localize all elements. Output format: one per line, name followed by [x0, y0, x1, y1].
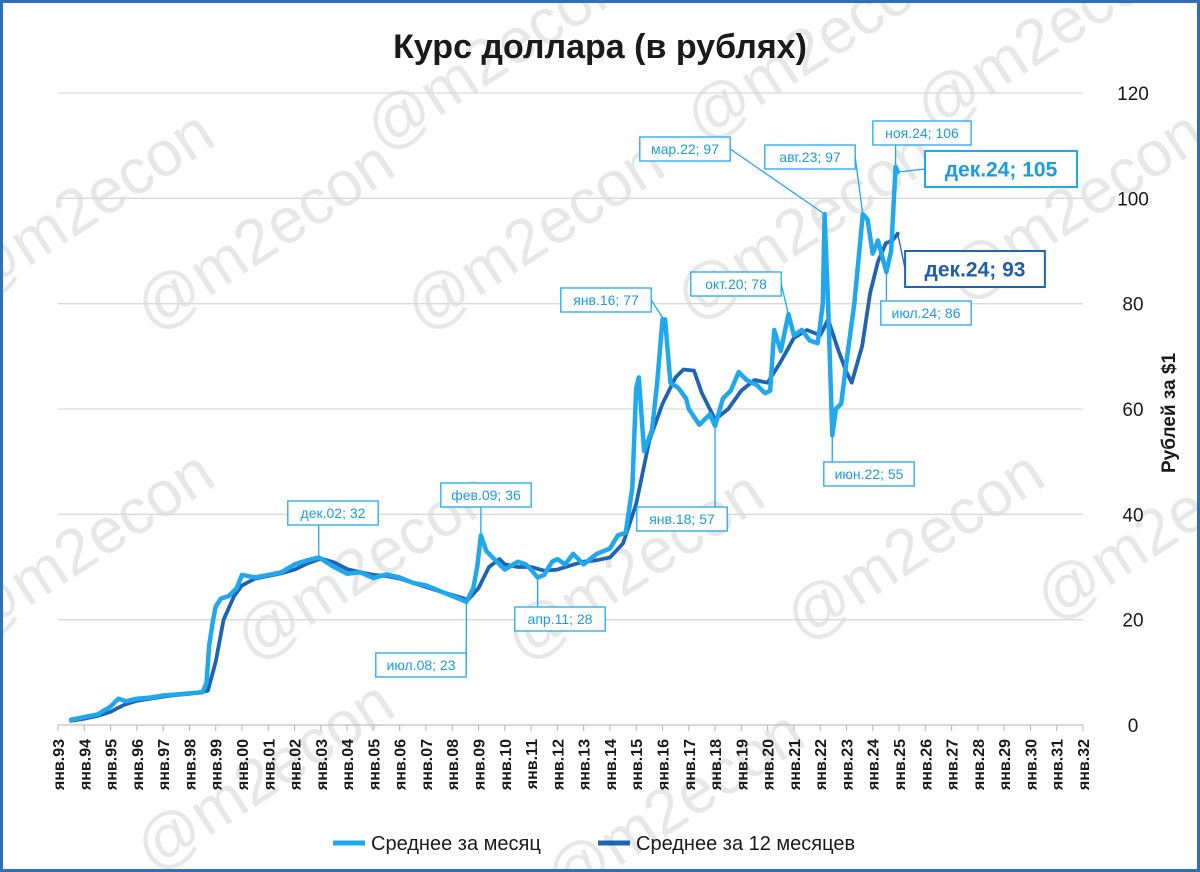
annotation-box — [440, 482, 532, 508]
x-tick-label: янв.20 — [761, 739, 778, 791]
legend-label-average12: Среднее за 12 месяцев — [636, 833, 855, 855]
annotation-label: окт.20; 78 — [705, 276, 767, 292]
annotation-box — [880, 300, 972, 326]
x-tick-label: янв.17 — [682, 739, 699, 791]
x-tick-label: янв.24 — [866, 739, 883, 791]
x-tick-label: янв.01 — [261, 739, 278, 791]
annotation-leader — [897, 233, 906, 270]
x-tick-label: янв.99 — [209, 739, 226, 791]
annotation-box — [560, 287, 652, 313]
annotation-box — [375, 652, 467, 678]
annotation-box — [764, 144, 856, 170]
x-tick-label: янв.27 — [945, 739, 962, 791]
x-tick-label: янв.19 — [734, 739, 751, 791]
x-tick-label: янв.05 — [366, 739, 383, 791]
annotation-label: апр.11; 28 — [528, 611, 593, 627]
x-tick-label: янв.11 — [524, 739, 541, 790]
x-tick-label: янв.09 — [472, 739, 489, 791]
x-tick-label: янв.12 — [550, 739, 567, 791]
annotation-leader — [854, 156, 864, 215]
x-tick-label: янв.02 — [288, 739, 305, 791]
y-axis-label: Рублей за $1 — [1159, 353, 1180, 473]
y-tick-label: 60 — [1122, 400, 1143, 421]
annotation-box — [639, 136, 731, 162]
annotation-label: авг.23; 97 — [779, 149, 841, 165]
annotation-leader — [780, 283, 790, 315]
annotation-box — [823, 461, 915, 487]
series-line-monthly — [68, 164, 900, 722]
annotation-leader — [897, 168, 926, 173]
annotation-label: дек.24; 93 — [925, 259, 1026, 282]
annotation-box — [690, 271, 782, 297]
annotation-label: фев.09; 36 — [451, 487, 521, 503]
x-tick-label: янв.08 — [445, 739, 462, 791]
x-tick-label: янв.95 — [104, 739, 121, 791]
x-tick-label: янв.94 — [77, 739, 94, 791]
x-tick-label: янв.29 — [997, 739, 1014, 791]
x-tick-label: янв.25 — [892, 739, 909, 791]
x-tick-label: янв.14 — [603, 739, 620, 791]
annotation-box — [287, 500, 379, 526]
annotation-label: июл.24; 86 — [892, 305, 961, 321]
x-tick-label: янв.16 — [655, 739, 672, 791]
legend: Среднее за месяц Среднее за 12 месяцев — [333, 833, 855, 855]
x-tick-label: янв.00 — [235, 739, 252, 791]
x-tick-label: янв.21 — [787, 739, 804, 791]
x-tick-label: янв.04 — [340, 739, 357, 791]
y-tick-label: 120 — [1117, 84, 1149, 105]
x-tick-label: янв.32 — [1076, 739, 1093, 791]
watermark-text: @m2econ — [3, 435, 226, 655]
annotation-label: июл.08; 23 — [387, 657, 456, 673]
chart-title: Курс доллара (в рублях) — [393, 28, 807, 66]
annotation-label: ноя.24; 106 — [885, 125, 959, 141]
annotation-box — [636, 506, 728, 532]
exchange-rate-chart: @m2econ@m2econ@m2econ@m2econ@m2econ@m2ec… — [3, 3, 1197, 869]
x-tick-label: янв.15 — [629, 739, 646, 791]
y-tick-label: 100 — [1117, 189, 1149, 210]
x-tick-label: янв.96 — [130, 739, 147, 791]
x-tick-label: янв.26 — [918, 739, 935, 791]
x-tick-label: янв.23 — [839, 739, 856, 791]
x-tick-label: янв.13 — [577, 739, 594, 791]
y-tick-label: 0 — [1128, 716, 1139, 737]
x-tick-label: янв.31 — [1050, 739, 1067, 791]
x-tick-label: янв.98 — [182, 739, 199, 791]
y-tick-label: 40 — [1122, 505, 1143, 526]
series-line-average12 — [69, 231, 900, 723]
annotation-box — [514, 606, 606, 632]
annotation-leader — [650, 299, 665, 320]
annotation-box — [924, 150, 1078, 188]
x-tick-label: янв.97 — [156, 739, 173, 791]
x-tick-label: янв.03 — [314, 739, 331, 791]
x-tick-label: янв.18 — [708, 739, 725, 791]
annotation-box — [872, 120, 972, 146]
y-axis-ticks: 0 20 40 60 80 100 120 — [1117, 84, 1149, 737]
x-axis-ticks: янв.93 янв.94 янв.95 янв.96 янв.97 янв.98 янв.… — [51, 725, 1093, 791]
annotation-label: дек.02; 32 — [301, 505, 366, 521]
x-tick-label: янв.10 — [498, 739, 515, 791]
annotation-label: июн.22; 55 — [835, 466, 904, 482]
annotation-box — [904, 250, 1046, 288]
annotation-leader — [729, 148, 826, 215]
x-tick-label: янв.30 — [1023, 739, 1040, 791]
y-tick-label: 20 — [1122, 611, 1143, 632]
x-tick-label: янв.22 — [813, 739, 830, 791]
x-tick-label: янв.28 — [971, 739, 988, 791]
series-lines — [68, 164, 900, 723]
annotation-label: мар.22; 97 — [651, 141, 719, 157]
gridlines — [58, 92, 1083, 621]
annotation-label: янв.18; 57 — [649, 511, 715, 527]
x-tick-label: янв.93 — [51, 739, 68, 791]
y-tick-label: 80 — [1122, 295, 1143, 316]
annotations: дек.02; 32 июл.08; 23 фев.09; 36 апр.11; 28… — [287, 120, 1078, 678]
annotation-label: дек.24; 105 — [945, 159, 1058, 182]
legend-label-monthly: Среднее за месяц — [371, 833, 541, 855]
annotation-label: янв.16; 77 — [573, 292, 639, 308]
x-tick-label: янв.07 — [419, 739, 436, 791]
x-tick-label: янв.06 — [393, 739, 410, 791]
